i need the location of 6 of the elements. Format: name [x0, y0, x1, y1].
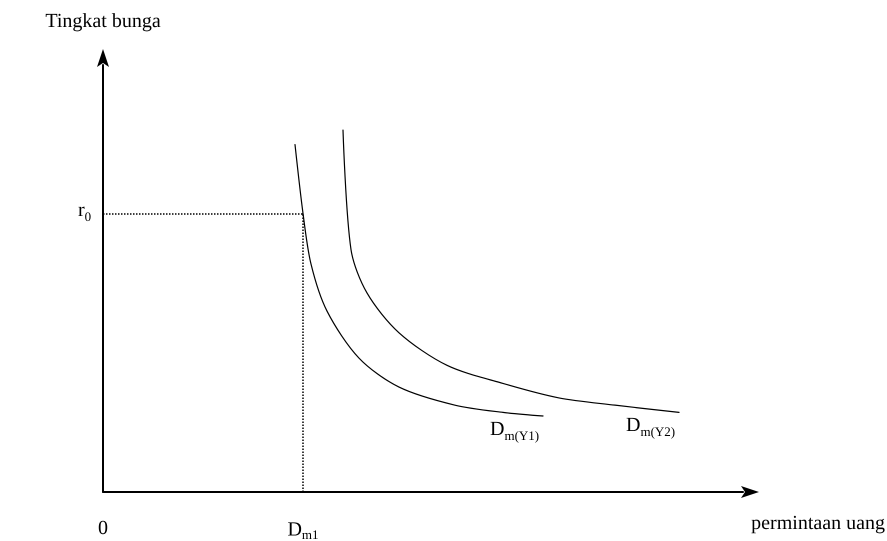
x-tick-label: 0 [98, 517, 108, 539]
series-label: D$_{m(Y2)}$ [626, 414, 676, 442]
x-axis-title: permintaan uang [751, 512, 886, 534]
series-label: D$_{m(Y1)}$ [490, 418, 540, 445]
ref-line-label: r$_{0}$ [78, 199, 92, 226]
y-axis-title: Tingkat bunga [45, 10, 161, 32]
